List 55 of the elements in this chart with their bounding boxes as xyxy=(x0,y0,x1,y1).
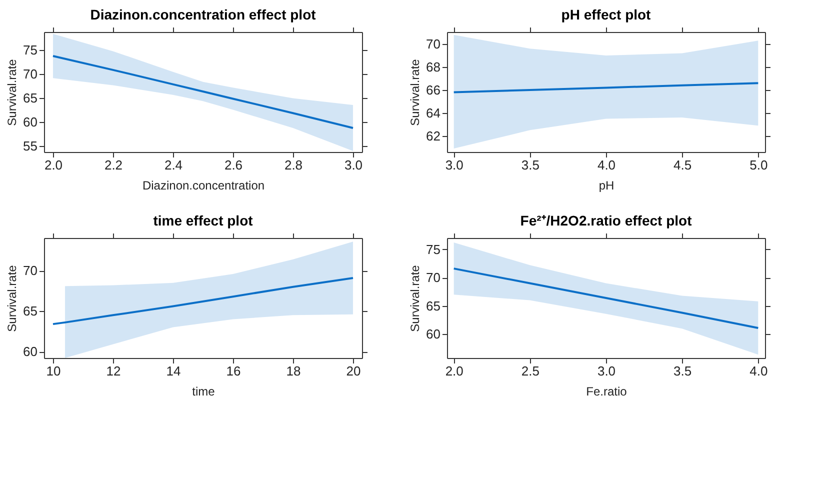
x-tick-label: 12 xyxy=(106,364,121,378)
x-tick-label: 3.0 xyxy=(445,158,464,172)
y-tick-label: 66 xyxy=(426,82,440,98)
x-tick-label: 3.0 xyxy=(344,158,363,172)
y-axis-title: Survival.rate xyxy=(408,58,422,126)
x-tick-label: 5.0 xyxy=(750,158,768,172)
x-tick-label: 4.5 xyxy=(674,158,692,172)
y-tick-label: 68 xyxy=(426,60,440,75)
y-tick-label: 64 xyxy=(426,105,440,120)
x-tick-label: 10 xyxy=(46,364,61,378)
y-axis-title: Survival.rate xyxy=(5,58,20,126)
x-tick-label: 2.5 xyxy=(521,364,540,378)
x-tick-label: 3.5 xyxy=(521,158,540,172)
chart-title: time effect plot xyxy=(153,212,254,228)
y-tick-label: 65 xyxy=(23,304,38,319)
y-tick-label: 70 xyxy=(23,263,38,278)
x-tick-label: 2.6 xyxy=(224,158,243,172)
y-tick-label: 65 xyxy=(23,90,38,106)
chart-title: pH effect plot xyxy=(561,6,652,22)
x-axis-title: time xyxy=(192,384,216,398)
y-tick-label: 60 xyxy=(23,344,38,360)
x-axis-title: pH xyxy=(598,178,614,192)
y-tick-label: 75 xyxy=(23,42,38,58)
line-series xyxy=(52,277,354,326)
x-tick-label: 2.8 xyxy=(284,158,303,172)
y-tick-label: 75 xyxy=(426,242,440,257)
x-tick-label: 3.5 xyxy=(674,364,692,378)
x-tick-label: 20 xyxy=(346,364,361,378)
x-tick-label: 2.0 xyxy=(44,158,63,172)
chart-title: Fe²⁺/H2O2.ratio effect plot xyxy=(520,212,692,228)
y-tick-label: 65 xyxy=(426,298,440,314)
y-tick-label: 70 xyxy=(426,270,440,286)
line-series xyxy=(452,82,760,94)
line-series xyxy=(452,268,760,329)
x-axis-title: Fe.ratio xyxy=(586,384,628,398)
x-tick-label: 14 xyxy=(166,364,181,378)
x-tick-label: 16 xyxy=(226,364,241,378)
line-series xyxy=(52,55,354,129)
x-tick-label: 4.0 xyxy=(750,364,768,378)
y-tick-label: 70 xyxy=(426,36,440,52)
x-tick-label: 3.0 xyxy=(597,364,616,378)
y-axis-title: Survival.rate xyxy=(408,264,422,332)
y-tick-label: 70 xyxy=(23,66,38,82)
x-tick-label: 2.4 xyxy=(164,158,183,172)
y-tick-label: 60 xyxy=(23,114,38,130)
chart-title: Diazinon.concentration effect plot xyxy=(90,6,316,22)
y-tick-label: 62 xyxy=(426,128,440,144)
y-tick-label: 60 xyxy=(426,326,440,342)
x-tick-label: 2.0 xyxy=(445,364,464,378)
x-tick-label: 2.2 xyxy=(104,158,123,172)
x-tick-label: 4.0 xyxy=(597,158,616,172)
y-axis-title: Survival.rate xyxy=(5,264,20,332)
x-axis-title: Diazinon.concentration xyxy=(142,178,265,192)
x-tick-label: 18 xyxy=(286,364,301,378)
y-tick-label: 55 xyxy=(23,138,38,154)
